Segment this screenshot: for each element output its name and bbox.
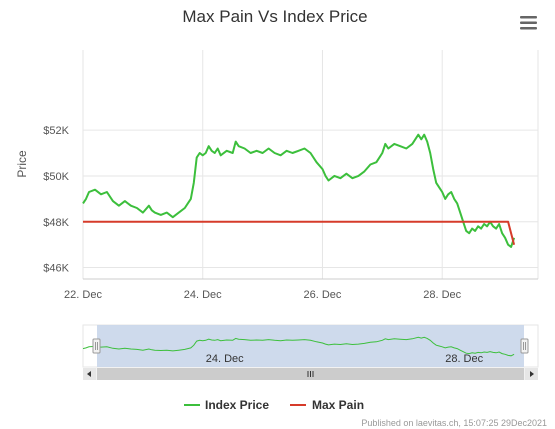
x-tick-label: 22. Dec (64, 289, 102, 301)
x-axis-ticks: 22. Dec 24. Dec 26. Dec 28. Dec (64, 289, 462, 301)
grid-lines (82, 50, 539, 279)
navigator-right-handle[interactable] (520, 338, 529, 354)
navigator-labels: 24. Dec 28. Dec (206, 353, 484, 365)
y-tick-label: $48K (43, 217, 69, 229)
chevron-right-icon[interactable] (525, 368, 538, 380)
navigator-index-line (82, 336, 515, 357)
x-tick-label: 28. Dec (423, 289, 461, 301)
chevron-left-icon[interactable] (83, 368, 96, 380)
navigator-tick-label: 24. Dec (206, 353, 244, 365)
index-price-line[interactable] (82, 133, 516, 248)
navigator-selection[interactable] (97, 325, 524, 367)
legend-label-max-pain: Max Pain (312, 398, 364, 412)
hamburger-menu-icon[interactable] (517, 14, 541, 34)
x-tick-label: 26. Dec (304, 289, 342, 301)
y-tick-label: $52K (43, 125, 69, 137)
credits-text[interactable]: Published on laevitas.ch, 15:07:25 29Dec… (361, 418, 547, 428)
y-tick-label: $50K (43, 171, 69, 183)
navigator-tick-label: 28. Dec (445, 353, 483, 365)
navigator[interactable]: 24. Dec 28. Dec (82, 324, 539, 368)
legend-label-index-price: Index Price (205, 398, 269, 412)
scrollbar[interactable] (83, 368, 538, 380)
legend-item-index-price[interactable]: Index Price (184, 398, 269, 412)
y-axis-ticks: $46K $48K $50K $52K (43, 125, 69, 274)
y-axis-title: Price (15, 150, 29, 178)
legend-item-max-pain[interactable]: Max Pain (290, 398, 364, 412)
chart-title: Max Pain Vs Index Price (182, 7, 367, 26)
max-pain-line[interactable] (83, 220, 516, 245)
series-layer (82, 133, 516, 248)
y-tick-label: $46K (43, 263, 69, 275)
x-tick-label: 24. Dec (184, 289, 222, 301)
navigator-left-handle[interactable] (92, 338, 101, 354)
legend: Index Price Max Pain (184, 398, 364, 412)
scrollbar-grip-icon[interactable] (307, 371, 314, 377)
navigator-series (82, 336, 515, 357)
